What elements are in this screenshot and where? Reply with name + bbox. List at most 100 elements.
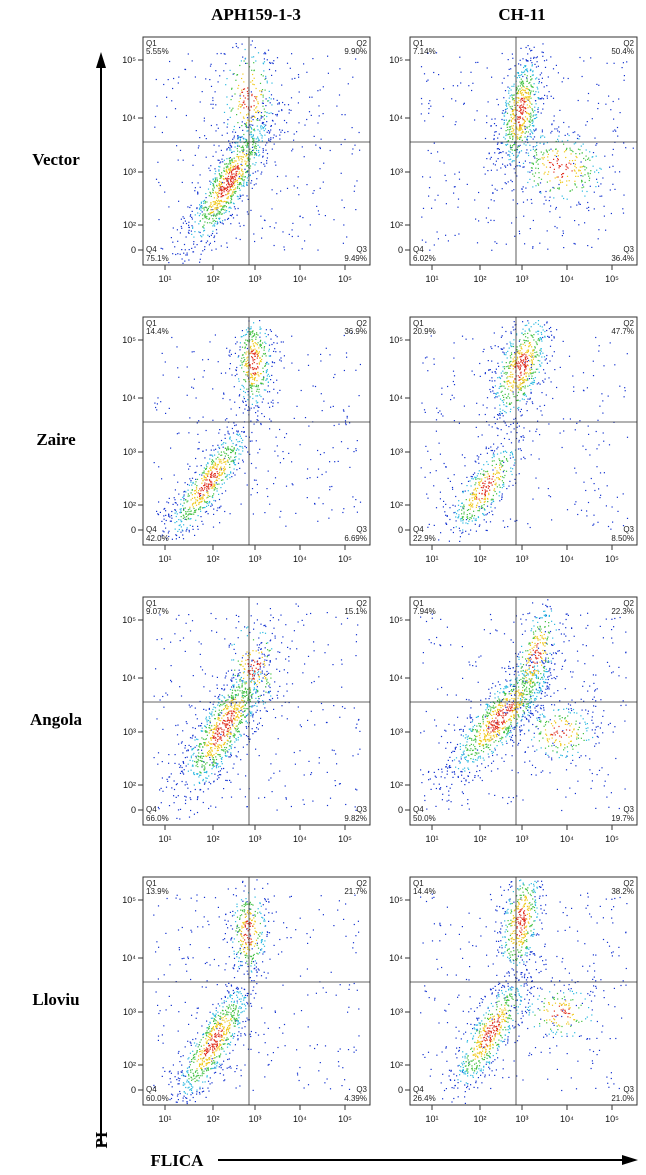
event-dot — [506, 402, 508, 404]
event-dot — [534, 146, 536, 148]
event-dot — [585, 149, 587, 151]
event-dot — [484, 501, 486, 503]
event-dot — [162, 374, 164, 376]
event-dot — [193, 490, 196, 492]
event-dot — [433, 244, 435, 246]
event-dot — [230, 195, 233, 197]
event-dot — [198, 448, 200, 450]
event-dot — [191, 247, 193, 249]
event-dot — [511, 451, 513, 453]
event-dot — [479, 484, 481, 487]
event-dot — [519, 448, 521, 450]
event-dot — [524, 369, 526, 371]
event-dot — [542, 43, 544, 45]
event-dot — [189, 508, 191, 510]
event-dot — [563, 77, 565, 79]
event-dot — [521, 106, 523, 108]
event-dot — [258, 388, 260, 390]
event-dot — [452, 504, 454, 506]
event-dot — [247, 108, 249, 110]
event-dot — [194, 76, 196, 78]
event-dot — [496, 396, 498, 398]
event-dot — [306, 71, 308, 73]
event-dot — [297, 235, 299, 237]
event-dot — [522, 75, 524, 78]
event-dot — [329, 486, 331, 488]
event-dot — [202, 416, 204, 418]
event-dot — [517, 116, 519, 118]
event-dot — [247, 198, 249, 200]
event-dot — [557, 130, 559, 132]
event-dot — [535, 57, 537, 59]
event-dot — [532, 115, 534, 117]
event-dot — [219, 184, 221, 186]
event-dot — [502, 465, 504, 467]
dot-cloud — [154, 40, 361, 264]
event-dot — [518, 165, 520, 167]
event-dot — [443, 88, 445, 90]
event-dot — [490, 346, 492, 348]
event-dot — [223, 482, 225, 484]
event-dot — [236, 195, 238, 197]
event-dot — [519, 92, 521, 94]
event-dot — [231, 180, 233, 182]
event-dot — [200, 501, 202, 503]
event-dot — [458, 516, 460, 518]
event-dot — [172, 87, 174, 90]
event-dot — [244, 334, 246, 336]
event-dot — [494, 345, 496, 347]
event-dot — [475, 498, 477, 500]
event-dot — [484, 499, 486, 501]
event-dot — [490, 199, 492, 201]
event-dot — [532, 350, 534, 352]
event-dot — [474, 119, 476, 121]
event-dot — [200, 207, 202, 209]
event-dot — [239, 346, 241, 348]
event-dot — [238, 105, 240, 107]
event-dot — [353, 451, 355, 453]
event-dot — [228, 192, 230, 194]
event-dot — [535, 477, 537, 479]
event-dot — [271, 148, 273, 150]
event-dot — [512, 57, 514, 59]
event-dot — [213, 187, 215, 189]
event-dot — [242, 171, 244, 173]
event-dot — [293, 139, 295, 141]
event-dot — [482, 404, 484, 406]
event-dot — [154, 115, 157, 118]
event-dot — [236, 214, 238, 216]
event-dot — [208, 487, 210, 489]
event-dot — [464, 465, 466, 467]
event-dot — [253, 137, 255, 139]
event-dot — [157, 513, 159, 515]
event-dot — [523, 370, 526, 372]
event-dot — [246, 184, 248, 186]
event-dot — [216, 483, 218, 485]
event-dot — [231, 374, 233, 376]
event-dot — [246, 195, 248, 197]
event-dot — [193, 502, 195, 504]
event-dot — [218, 165, 220, 168]
event-dot — [267, 385, 269, 387]
event-dot — [225, 461, 227, 463]
event-dot — [216, 509, 218, 512]
event-dot — [519, 127, 521, 129]
event-dot — [514, 75, 516, 77]
event-dot — [235, 414, 237, 416]
event-dot — [494, 423, 496, 425]
event-dot — [495, 463, 497, 465]
event-dot — [573, 242, 575, 245]
event-dot — [239, 364, 241, 366]
event-dot — [511, 125, 513, 127]
event-dot — [204, 482, 206, 484]
event-dot — [550, 330, 552, 333]
event-dot — [263, 377, 265, 379]
event-dot — [497, 104, 499, 106]
event-dot — [587, 501, 590, 504]
event-dot — [522, 105, 524, 107]
event-dot — [250, 462, 253, 465]
event-dot — [570, 153, 572, 155]
x-tick-label: 10¹ — [425, 274, 438, 284]
event-dot — [224, 205, 226, 207]
event-dot — [241, 89, 243, 91]
